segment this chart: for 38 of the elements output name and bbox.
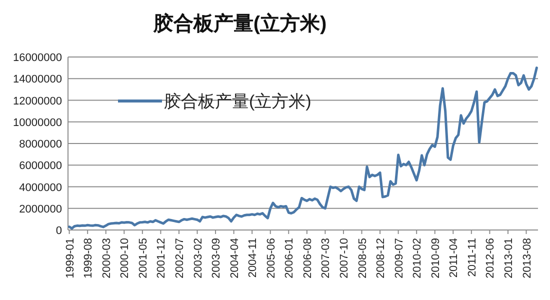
x-tick-label: 2004-04	[228, 238, 241, 278]
x-tick-label: 2008-12	[375, 238, 388, 278]
x-tick-label: 2010-09	[430, 238, 442, 278]
x-tick-label: 2000-10	[119, 238, 132, 278]
line-series	[68, 66, 538, 230]
x-tick-label: 2012-06	[484, 238, 497, 278]
legend-label: 胶合板产量(立方米)	[164, 92, 312, 111]
x-tick-label: 2009-07	[393, 238, 406, 278]
y-tick-label: 6000000	[19, 160, 62, 172]
x-tick-label: 2008-05	[356, 238, 369, 278]
chart-title: 胶合板产量(立方米)	[152, 12, 327, 35]
y-tick-label: 0	[56, 225, 62, 237]
x-tick-label: 2013-08	[521, 238, 534, 278]
x-tick-label: 1999-08	[82, 238, 95, 278]
x-tick-label: 2006-08	[302, 238, 314, 278]
x-tick-label: 2004-11	[247, 238, 260, 278]
x-tick-label: 2010-02	[412, 238, 424, 278]
y-tick-label: 14000000	[13, 74, 62, 86]
x-tick-label: 2006-01	[284, 238, 296, 278]
y-tick-label: 12000000	[13, 95, 62, 108]
x-tick-label: 2005-06	[265, 238, 278, 278]
y-tick-label: 2000000	[19, 203, 62, 216]
x-tick-label: 2000-03	[100, 238, 113, 278]
x-tick-label: 1999-01	[64, 238, 76, 278]
x-tick-label: 2003-02	[192, 238, 204, 278]
y-tick-label: 10000000	[13, 116, 62, 129]
y-tick-label: 4000000	[19, 182, 62, 194]
x-tick-label: 2013-01	[502, 238, 515, 278]
x-tick-label: 2001-12	[156, 238, 168, 278]
x-tick-label: 2007-10	[338, 238, 350, 278]
x-tick-label: 2002-07	[174, 238, 186, 278]
x-tick-label: 2003-09	[210, 238, 223, 278]
x-tick-label: 2011-04	[448, 238, 460, 278]
x-tick-label: 2001-05	[137, 238, 150, 278]
x-tick-label: 2007-03	[320, 238, 332, 278]
y-tick-label: 8000000	[19, 138, 62, 150]
x-tick-label: 2011-11	[466, 238, 478, 277]
y-tick-label: 16000000	[13, 52, 62, 64]
